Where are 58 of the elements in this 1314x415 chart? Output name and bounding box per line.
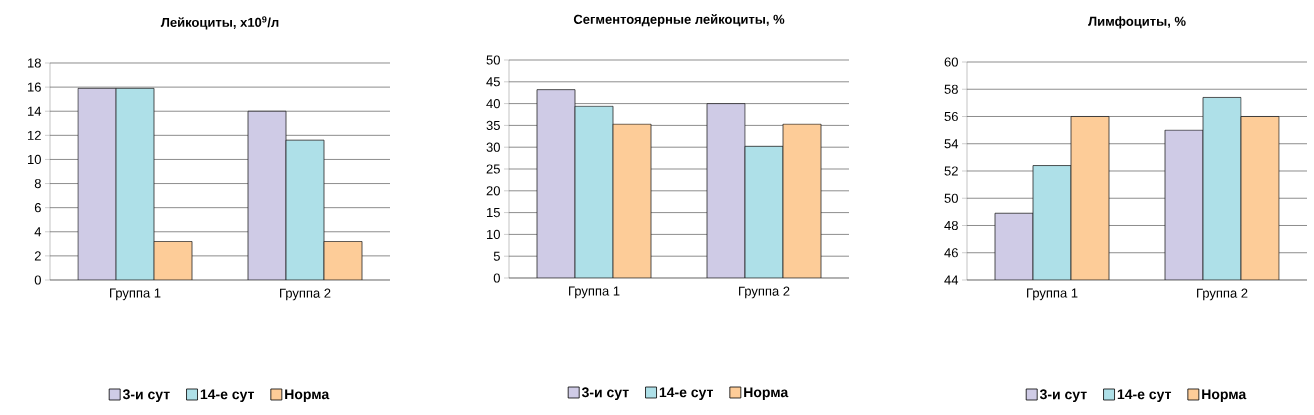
bar [247,110,287,280]
legend-label: Норма [285,389,330,402]
y-tick-label: 50 [944,193,958,203]
y-tick-label: 0 [34,275,41,285]
x-tick-label: Группа 2 [280,288,331,301]
bar [323,241,363,280]
y-tick-label: 10 [28,154,41,165]
legend-label: 14-е сут [659,387,714,400]
y-tick-label: 14 [28,106,42,116]
legend-label: 14-е сут [1117,389,1172,402]
y-tick-label: 50 [486,55,500,65]
y-tick-label: 16 [28,82,41,92]
bar [153,241,193,280]
y-tick-label: 6 [34,203,41,213]
y-tick-label: 25 [486,164,500,174]
y-tick-label: 5 [493,251,500,261]
bar [536,89,576,278]
bar [115,87,155,280]
bar [285,139,325,280]
y-tick-label: 18 [28,58,41,68]
y-tick-label: 15 [487,208,500,218]
y-tick-label: 46 [944,248,958,258]
legend-label: Норма [1202,389,1247,402]
y-tick-label: 10 [487,229,500,239]
x-tick-label: Группа 1 [569,286,620,299]
y-tick-label: 20 [486,186,500,196]
y-tick-label: 44 [944,275,959,285]
bar [77,87,117,280]
y-tick-label: 4 [34,227,42,237]
bar [706,103,746,278]
y-tick-label: 48 [944,220,958,231]
y-tick-label: 2 [34,251,41,261]
y-tick-label: 0 [493,273,500,283]
y-tick-label: 54 [944,139,959,149]
x-tick-label: Группа 2 [1197,288,1248,301]
bar [612,123,652,278]
y-tick-label: 8 [34,178,41,189]
legend-label: 3-и сут [1039,389,1087,403]
chart-title: Сегментоядерные лейкоциты, % [573,14,785,27]
y-tick-label: 30 [486,142,500,152]
y-tick-label: 58 [944,84,958,94]
y-tick-label: 56 [944,111,958,122]
bar [782,123,822,278]
legend-label: 3-и сут [581,387,629,401]
legend-label: Норма [744,387,789,400]
chart-title: Лейкоциты, х10$^{9}$/л [160,16,279,30]
chart-title: Лимфоциты, % [1088,16,1186,29]
y-tick-label: 12 [28,130,41,140]
x-tick-label: Группа 1 [1027,288,1078,301]
legend-label: 14-е сут [200,389,255,402]
y-tick-label: 45 [486,77,500,87]
y-tick-label: 40 [486,99,500,109]
y-tick-label: 52 [944,166,958,176]
x-tick-label: Группа 2 [739,286,790,299]
legend-label: 3-и сут [122,389,170,403]
y-tick-label: 35 [486,120,500,130]
x-tick-label: Группа 1 [110,288,161,301]
y-tick-label: 60 [944,57,958,67]
